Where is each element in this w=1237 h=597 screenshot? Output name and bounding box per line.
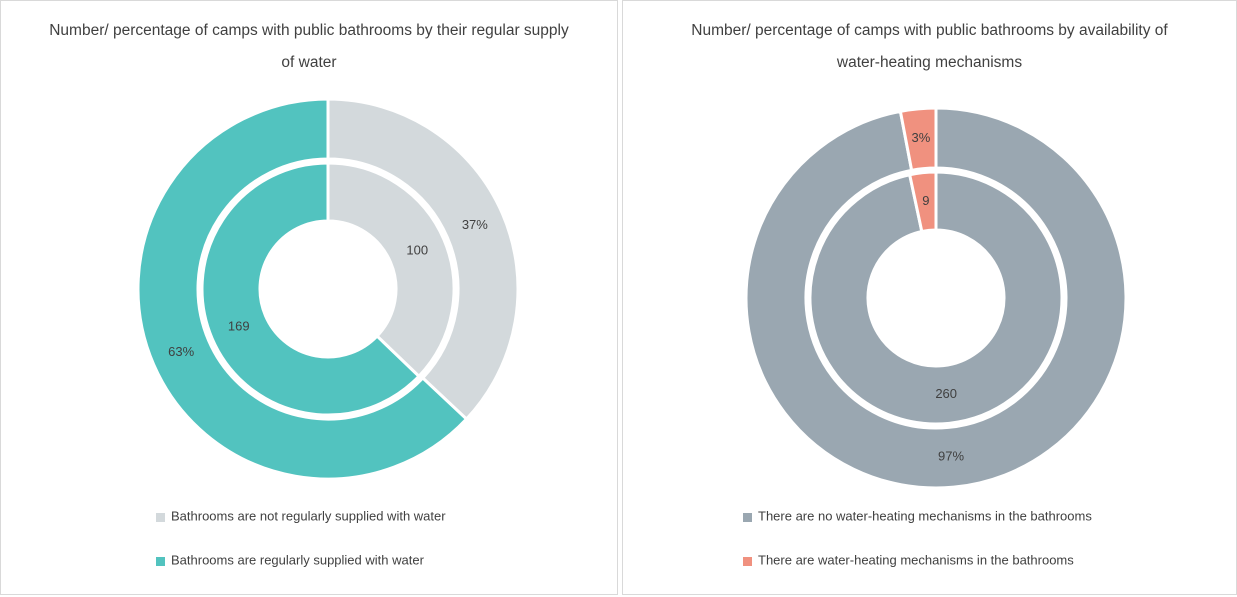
legend-label: Bathrooms are regularly supplied with wa… <box>171 552 425 567</box>
legend-swatch <box>156 513 165 522</box>
donut-segment <box>808 170 1064 426</box>
donut-segment <box>136 97 469 481</box>
legend-swatch <box>743 513 752 522</box>
legend-swatch <box>743 557 752 566</box>
donut-segment <box>744 106 1128 490</box>
chart-panel: Number/ percentage of camps with public … <box>622 0 1237 595</box>
data-label: 3% <box>912 130 931 145</box>
data-label: 169 <box>228 318 250 333</box>
donut-segment <box>898 106 938 173</box>
donut-segment <box>200 161 422 417</box>
legend-label: Bathrooms are not regularly supplied wit… <box>171 508 446 523</box>
chart-title: Number/ percentage of camps with public … <box>691 22 1168 71</box>
data-label: 9 <box>922 193 929 208</box>
data-label: 63% <box>168 344 194 359</box>
donut-segment <box>907 170 938 234</box>
legend-label: There are water-heating mechanisms in th… <box>758 552 1074 567</box>
chart-title: Number/ percentage of camps with public … <box>49 22 569 71</box>
donut-segment <box>326 97 520 422</box>
donut-segment <box>326 161 456 379</box>
data-label: 260 <box>935 386 957 401</box>
chart-panel: Number/ percentage of camps with public … <box>0 0 618 595</box>
chart: 100 169 37% 63% Bathrooms are not regularly … <box>136 97 520 567</box>
legend-label: There are no water-heating mechanisms in… <box>758 508 1092 523</box>
legend-swatch <box>156 557 165 566</box>
chart: 260 9 97% 3% There are no water-heating mech… <box>743 106 1128 567</box>
data-label: 100 <box>406 242 428 257</box>
data-label: 37% <box>462 217 488 232</box>
data-label: 97% <box>938 449 964 464</box>
